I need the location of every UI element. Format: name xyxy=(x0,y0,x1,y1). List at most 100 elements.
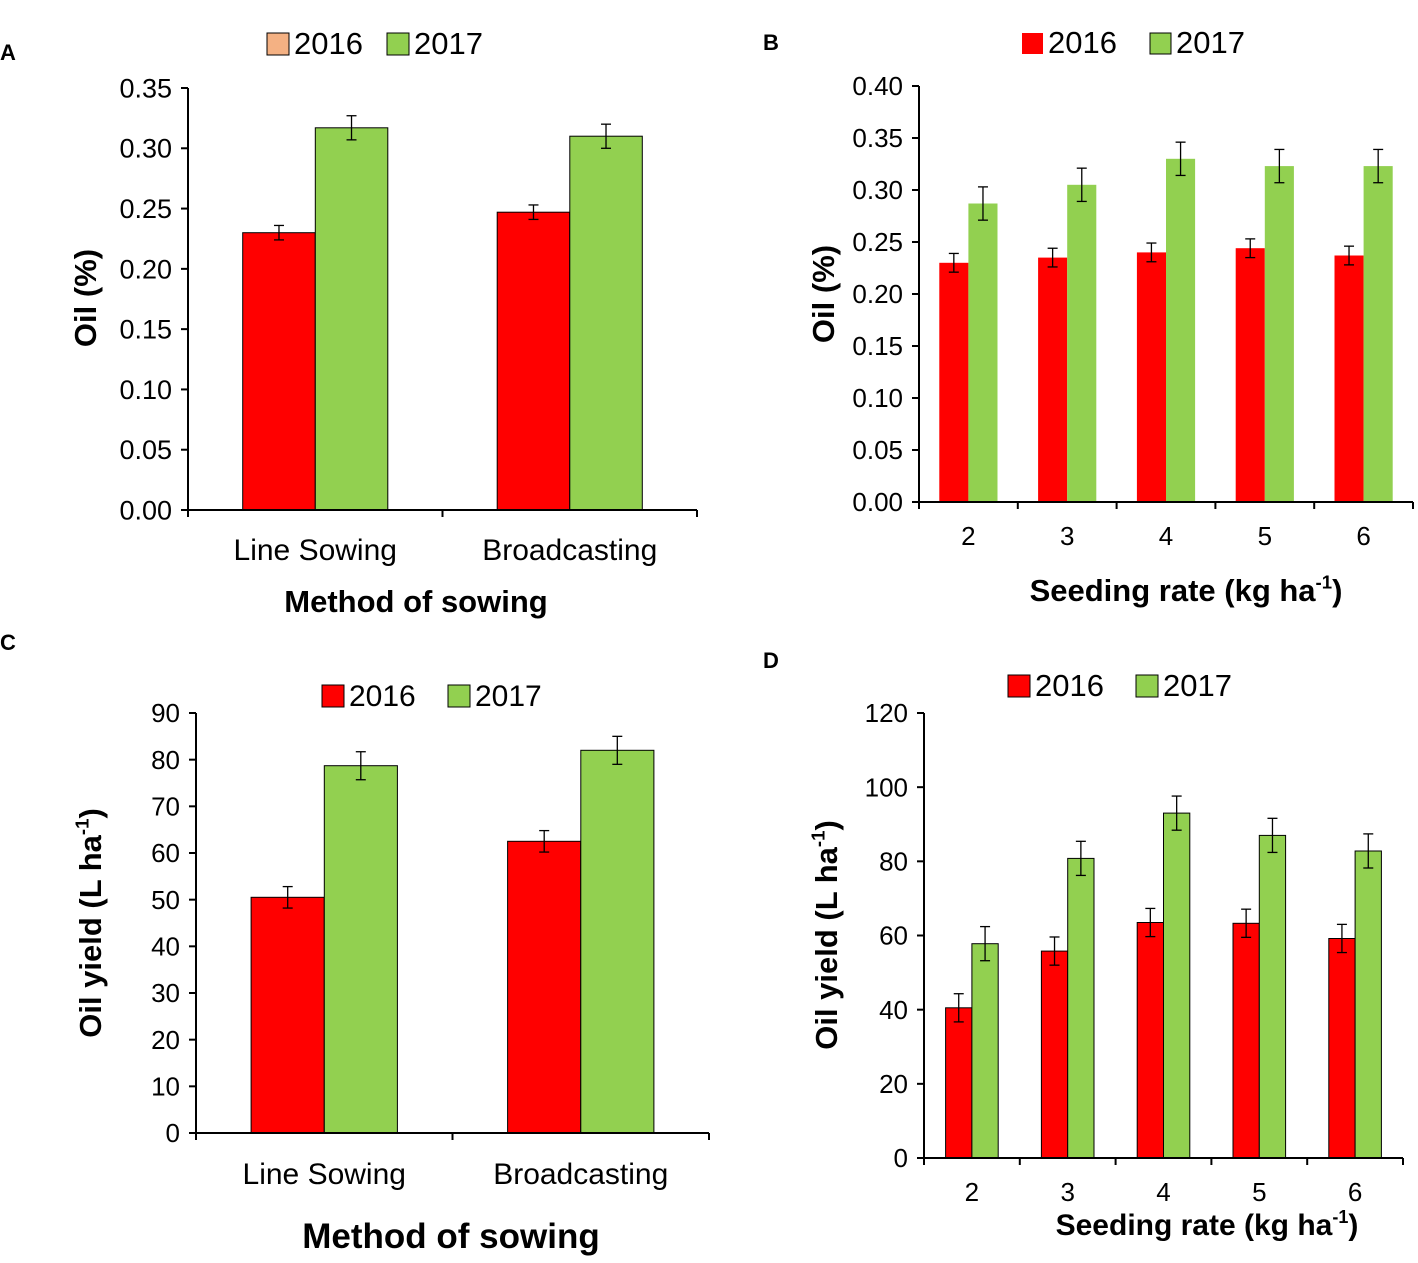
bar-2016-broadcasting xyxy=(496,211,571,511)
y-tick-label: 30 xyxy=(151,978,180,1008)
x-axis-title: Method of sowing xyxy=(302,1217,599,1256)
y-axis-title-text: Oil yield (L ha xyxy=(73,834,108,1037)
y-tick-label: 40 xyxy=(879,995,908,1025)
bar-2016-2 xyxy=(945,1007,973,1159)
bar-2016-4 xyxy=(1136,922,1164,1159)
bar-2016-4 xyxy=(1136,252,1166,502)
bar-2017-line-sowing xyxy=(314,127,389,511)
legend-swatch-2017 xyxy=(386,32,410,56)
y-tick-label: 0.25 xyxy=(852,227,903,257)
x-axis-title-text: Method of sowing xyxy=(302,1217,599,1256)
legend-label-2016: 2016 xyxy=(1048,25,1117,60)
legend-swatch-2017 xyxy=(1135,674,1159,698)
y-tick-label: 80 xyxy=(151,745,180,775)
legend-swatch-2016 xyxy=(266,32,290,56)
y-tick-label: 70 xyxy=(151,791,180,821)
legend-label-2017: 2017 xyxy=(475,680,542,713)
x-category-label: Line Sowing xyxy=(243,1158,406,1191)
panel-label: A xyxy=(0,40,16,65)
x-category-label: 2 xyxy=(965,1177,979,1207)
bar-2017-2 xyxy=(968,203,998,502)
panel-label: B xyxy=(763,30,779,55)
panel-label: C xyxy=(0,630,16,655)
x-category-label: Broadcasting xyxy=(482,534,657,567)
y-tick-label: 0 xyxy=(894,1143,908,1173)
x-axis-title: Seeding rate (kg ha-1) xyxy=(1056,1207,1359,1242)
x-category-label: 4 xyxy=(1159,521,1173,551)
x-category-label: 5 xyxy=(1258,521,1272,551)
x-axis-title: Seeding rate (kg ha-1) xyxy=(1030,572,1343,608)
y-tick-label: 80 xyxy=(879,846,908,876)
bar-2017-4 xyxy=(1166,158,1196,503)
x-category-label: 4 xyxy=(1156,1177,1170,1207)
y-tick-label: 50 xyxy=(151,885,180,915)
y-axis-title: Oil yield (L ha-1) xyxy=(807,820,843,1050)
x-axis-title: Method of sowing xyxy=(284,584,547,619)
x-category-label: 3 xyxy=(1060,1177,1074,1207)
bar-2017-broadcasting xyxy=(569,135,643,511)
y-tick-label: 0.35 xyxy=(852,123,903,153)
bar-2017-5 xyxy=(1264,166,1294,502)
y-axis-title-superscript: -1 xyxy=(807,831,828,848)
x-axis-title-end: ) xyxy=(1332,573,1342,608)
y-axis-title-text: Oil (%) xyxy=(68,249,103,347)
bar-2016-broadcasting xyxy=(507,840,582,1134)
x-axis-title-superscript: -1 xyxy=(1316,572,1333,593)
y-tick-label: 0.15 xyxy=(852,331,903,361)
y-tick-label: 0.15 xyxy=(119,315,172,345)
y-tick-label: 60 xyxy=(151,838,180,868)
y-tick-label: 0.35 xyxy=(119,73,172,103)
bar-2017-3 xyxy=(1067,184,1097,503)
legend-label-2017: 2017 xyxy=(1176,25,1245,60)
bar-2016-line-sowing xyxy=(242,232,316,511)
y-tick-label: 60 xyxy=(879,921,908,951)
bar-2016-2 xyxy=(939,262,969,502)
x-axis-title-text: Seeding rate (kg ha xyxy=(1030,573,1317,608)
legend-label-2016: 2016 xyxy=(294,26,363,61)
y-tick-label: 0.00 xyxy=(119,495,172,525)
bar-2016-5 xyxy=(1232,922,1260,1159)
y-tick-label: 0.20 xyxy=(119,254,172,284)
legend-swatch-2017 xyxy=(447,684,471,708)
y-tick-label: 0.30 xyxy=(119,134,172,164)
x-axis-title-end: ) xyxy=(1348,1209,1358,1242)
y-tick-label: 0.10 xyxy=(852,383,903,413)
legend-swatch-2017 xyxy=(1149,32,1172,55)
y-tick-label: 40 xyxy=(151,931,180,961)
y-tick-label: 0.30 xyxy=(852,175,903,205)
y-axis-title-end: ) xyxy=(73,808,108,818)
y-tick-label: 100 xyxy=(865,772,908,802)
legend-label-2017: 2017 xyxy=(414,26,483,61)
bar-2016-6 xyxy=(1328,938,1356,1159)
y-tick-label: 0.05 xyxy=(119,435,172,465)
bar-2017-2 xyxy=(971,943,999,1159)
panel-label: D xyxy=(763,648,779,673)
y-axis-title-end: ) xyxy=(809,820,844,830)
y-tick-label: 120 xyxy=(865,698,908,728)
x-axis-title-text: Method of sowing xyxy=(284,584,547,619)
y-tick-label: 90 xyxy=(151,698,180,728)
y-tick-label: 0.20 xyxy=(852,279,903,309)
bar-2017-5 xyxy=(1258,834,1287,1159)
bar-2016-5 xyxy=(1235,248,1265,502)
y-axis-title: Oil (%) xyxy=(806,245,841,343)
y-axis-title-superscript: -1 xyxy=(71,819,92,836)
x-category-label: Line Sowing xyxy=(234,534,397,567)
legend-label-2016: 2016 xyxy=(1035,668,1104,703)
panel-a-oil-percent-by-method: A 0.00 0.05 0.10 0.15 0.20 0.25 0.30 0.35 Line So… xyxy=(0,26,698,619)
bar-2017-line-sowing xyxy=(323,765,398,1134)
y-axis-title: Oil yield (L ha-1) xyxy=(71,808,107,1038)
panel-b-oil-percent-by-seeding-rate: B 0.00 0.05 0.10 0.15 0.20 0.25 0.30 0.35 0.40 2 3 4… xyxy=(763,25,1414,608)
x-category-label: 2 xyxy=(961,521,975,551)
x-category-label: Broadcasting xyxy=(493,1158,668,1191)
legend-label-2017: 2017 xyxy=(1163,668,1232,703)
y-tick-label: 10 xyxy=(151,1071,180,1101)
legend-label-2016: 2016 xyxy=(349,680,416,713)
y-tick-label: 0.10 xyxy=(119,375,172,405)
x-category-label: 6 xyxy=(1356,521,1370,551)
y-tick-label: 0.05 xyxy=(852,435,903,465)
x-axis-title-text: Seeding rate (kg ha xyxy=(1056,1209,1333,1242)
y-tick-label: 0 xyxy=(166,1118,180,1148)
